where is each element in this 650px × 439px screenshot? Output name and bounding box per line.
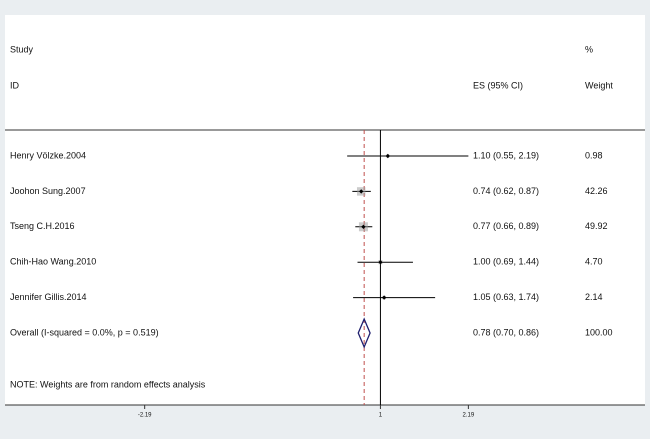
note: NOTE: Weights are from random effects an… [10,379,206,389]
header-weight: Weight [585,80,613,90]
x-tick-label: 2.19 [463,413,475,419]
study-label: Chih-Hao Wang.2010 [10,257,96,267]
overall-es-label: 0.78 (0.70, 0.86) [473,327,539,337]
overall-weight-label: 100.00 [585,327,613,337]
effect-marker [359,189,364,194]
overall-diamond [357,317,371,349]
es-label: 1.00 (0.69, 1.44) [473,257,539,267]
overall-label: Overall (I-squared = 0.0%, p = 0.519) [10,327,159,337]
study-label: Joohon Sung.2007 [10,186,86,196]
effect-marker [378,260,383,265]
weight-label: 0.98 [585,150,603,160]
header-pct: % [585,44,593,54]
header-es: ES (95% CI) [473,80,523,90]
study-label: Tseng C.H.2016 [10,221,75,231]
weight-label: 42.26 [585,186,608,196]
es-label: 1.05 (0.63, 1.74) [473,292,539,302]
study-label: Jennifer Gillis.2014 [10,292,87,302]
plot-background [5,15,645,405]
weight-label: 2.14 [585,292,603,302]
header-study: Study [10,44,34,54]
effect-marker [361,224,366,229]
es-label: 0.74 (0.62, 0.87) [473,186,539,196]
effect-marker [381,295,387,300]
es-label: 1.10 (0.55, 2.19) [473,150,539,160]
effect-marker [385,153,391,159]
study-label: Henry Völzke.2004 [10,150,86,160]
header-id: ID [10,80,20,90]
es-label: 0.77 (0.66, 0.89) [473,221,539,231]
weight-label: 4.70 [585,257,603,267]
weight-label: 49.92 [585,221,608,231]
x-tick-label: -2.19 [138,413,152,419]
x-tick-label: 1 [379,413,383,419]
